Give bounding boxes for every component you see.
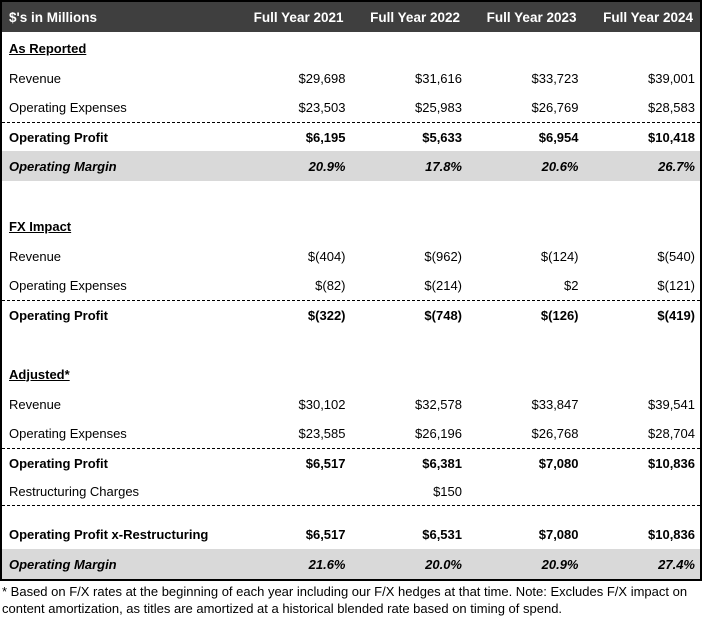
row-operating-expenses: Operating Expenses $23,585 $26,196 $26,768 $… bbox=[2, 419, 700, 448]
row-value: $(126) bbox=[540, 307, 579, 323]
row-value: $25,983 bbox=[415, 100, 462, 115]
row-value: $(82) bbox=[315, 278, 346, 293]
row-label: Restructuring Charges bbox=[9, 483, 140, 499]
row-value: $32,578 bbox=[415, 397, 462, 412]
row-value: $26,768 bbox=[531, 426, 579, 441]
row-label: Operating Expenses bbox=[9, 100, 127, 115]
row-operating-expenses: Operating Expenses $(82) $(214) $2 $(121) bbox=[2, 271, 700, 300]
row-value: $29,698 bbox=[298, 71, 346, 86]
row-value: $(322) bbox=[307, 307, 346, 323]
row-value: $6,954 bbox=[538, 129, 579, 145]
row-value: $(121) bbox=[657, 278, 695, 293]
row-value: $10,836 bbox=[648, 455, 695, 471]
row-adjusted: Adjusted* bbox=[2, 358, 700, 390]
row-label: Operating Expenses bbox=[9, 426, 127, 441]
row-operating-profit: Operating Profit $6,517 $6,381 $7,080 $10,83… bbox=[2, 448, 700, 477]
row-value: 20.9% bbox=[308, 158, 346, 174]
row-value: $6,195 bbox=[305, 129, 346, 145]
row-label: Operating Expenses bbox=[9, 278, 127, 293]
row-value: $30,102 bbox=[298, 397, 346, 412]
row-value: $(214) bbox=[424, 278, 462, 293]
row-value: $28,704 bbox=[648, 426, 695, 441]
row-value: $26,769 bbox=[531, 100, 579, 115]
row-label: Operating Margin bbox=[9, 556, 117, 572]
row-value: $(748) bbox=[424, 307, 462, 323]
row-label: FX Impact bbox=[9, 218, 72, 234]
row-value: $7,080 bbox=[538, 527, 579, 542]
row-value: $10,418 bbox=[648, 129, 695, 145]
row-value: 20.9% bbox=[541, 556, 579, 572]
row-value: $39,001 bbox=[648, 71, 695, 86]
row-operating-margin: Operating Margin 20.9% 17.8% 20.6% 26.7% bbox=[2, 151, 700, 181]
row-value: $28,583 bbox=[648, 100, 695, 115]
row-value: $26,196 bbox=[415, 426, 462, 441]
row-blank bbox=[2, 506, 700, 520]
row-value: $6,517 bbox=[305, 527, 346, 542]
row-operating-profit: Operating Profit $(322) $(748) $(126) $(419) bbox=[2, 300, 700, 329]
row-value: $33,723 bbox=[531, 71, 579, 86]
row-value: $33,847 bbox=[531, 397, 579, 412]
row-value: $150 bbox=[433, 483, 462, 499]
row-value: $(419) bbox=[657, 307, 695, 323]
row-value: $(404) bbox=[307, 249, 346, 264]
row-value: $31,616 bbox=[415, 71, 462, 86]
row-value: 27.4% bbox=[658, 556, 695, 572]
header-full-year-2022: Full Year 2022 bbox=[370, 9, 460, 25]
row-value: $2 bbox=[564, 278, 579, 293]
row-label: Adjusted* bbox=[9, 366, 70, 382]
row-value: $6,531 bbox=[422, 527, 462, 542]
header-units-label: $'s in Millions bbox=[9, 9, 97, 25]
row-operating-profit-x-restructuring: Operating Profit x-Restructuring $6,517 $6… bbox=[2, 520, 700, 549]
financial-table: $'s in Millions Full Year 2021 Full Year… bbox=[0, 0, 702, 581]
row-value: 17.8% bbox=[425, 158, 462, 174]
row-value: $6,381 bbox=[422, 455, 462, 471]
row-label: Operating Margin bbox=[9, 158, 117, 174]
row-value: $23,503 bbox=[298, 100, 346, 115]
row-value: 26.7% bbox=[658, 158, 695, 174]
row-restructuring-charges: Restructuring Charges $150 bbox=[2, 477, 700, 506]
row-value: $5,633 bbox=[422, 129, 462, 145]
row-operating-expenses: Operating Expenses $23,503 $25,983 $26,769 $… bbox=[2, 93, 700, 122]
row-value: 20.0% bbox=[425, 556, 462, 572]
row-value: $6,517 bbox=[305, 455, 346, 471]
row-revenue: Revenue $29,698 $31,616 $33,723 $39,001 bbox=[2, 64, 700, 93]
row-value: 20.6% bbox=[541, 158, 579, 174]
row-value: $(962) bbox=[424, 249, 462, 264]
row-label: Revenue bbox=[9, 397, 62, 412]
row-blank bbox=[2, 181, 700, 210]
row-label: Operating Profit bbox=[9, 307, 108, 323]
row-label: As Reported bbox=[9, 40, 87, 56]
row-revenue: Revenue $(404) $(962) $(124) $(540) bbox=[2, 242, 700, 271]
row-value: $10,836 bbox=[648, 527, 695, 542]
row-blank bbox=[2, 329, 700, 358]
row-operating-profit: Operating Profit $6,195 $5,633 $6,954 $10,41… bbox=[2, 122, 700, 151]
row-value: $39,541 bbox=[648, 397, 695, 412]
footnote: * Based on F/X rates at the beginning of… bbox=[2, 584, 688, 616]
header-full-year-2024: Full Year 2024 bbox=[603, 9, 693, 25]
row-value: $23,585 bbox=[298, 426, 346, 441]
row-label: Operating Profit x-Restructuring bbox=[9, 527, 209, 542]
row-value: $(124) bbox=[540, 249, 579, 264]
row-value: $(540) bbox=[657, 249, 695, 264]
header-full-year-2023: Full Year 2023 bbox=[486, 9, 577, 25]
row-fx-impact: FX Impact bbox=[2, 210, 700, 242]
row-value: $7,080 bbox=[538, 455, 579, 471]
row-as-reported: As Reported bbox=[2, 32, 700, 64]
table-header-row: $'s in Millions Full Year 2021 Full Year… bbox=[2, 2, 700, 32]
row-operating-margin: Operating Margin 21.6% 20.0% 20.9% 27.4% bbox=[2, 549, 700, 579]
row-revenue: Revenue $30,102 $32,578 $33,847 $39,541 bbox=[2, 390, 700, 419]
header-full-year-2021: Full Year 2021 bbox=[253, 9, 344, 25]
row-label: Revenue bbox=[9, 249, 62, 264]
row-label: Operating Profit bbox=[9, 129, 108, 145]
row-value: 21.6% bbox=[308, 556, 346, 572]
row-label: Operating Profit bbox=[9, 455, 108, 471]
row-label: Revenue bbox=[9, 71, 62, 86]
table-body: As Reported Revenue $29,698 $31,616 $33,723 $… bbox=[2, 32, 700, 579]
